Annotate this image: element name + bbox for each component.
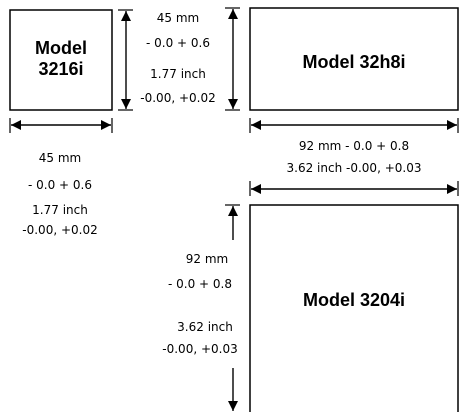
dim-32h8i-width-mm: 92 mm - 0.0 + 0.8: [298, 139, 410, 153]
model-3216i-label-line2: 3216i: [38, 59, 84, 79]
dim-3204i-height-inch: 3.62 inch: [177, 320, 233, 334]
dim-3216i-height: [118, 9, 133, 111]
dim-3216i-width-mm-tolerance: - 0.0 + 0.6: [28, 178, 92, 192]
dim-3216i-width-mm: 45 mm: [38, 151, 82, 165]
dim-3216i-height-inch: 1.77 inch: [150, 67, 206, 81]
dim-3216i-width: [9, 118, 113, 133]
dim-3216i-width-inch: 1.77 inch: [32, 203, 88, 217]
dim-3204i-height-inch-tolerance: -0.00, +0.03: [162, 342, 238, 356]
model-3216i-label: Model 3216i: [10, 38, 112, 80]
model-3204i-label: Model 3204i: [302, 290, 406, 310]
dim-3216i-height-mm-tolerance: - 0.0 + 0.6: [146, 36, 210, 50]
dim-3204i-width: [249, 181, 459, 196]
model-3204i-cutout: [249, 204, 459, 412]
dim-3204i-height: [225, 204, 240, 411]
model-32h8i-label: Model 32h8i: [302, 52, 406, 72]
model-3216i-label-line1: Model: [35, 38, 87, 58]
model-3216i-cutout: [9, 9, 113, 111]
dim-32h8i-width: [249, 118, 459, 133]
dim-3216i-height-mm: 45 mm: [156, 11, 200, 25]
dim-32h8i-height: [225, 7, 240, 111]
dim-3216i-width-inch-tolerance: -0.00, +0.02: [22, 223, 98, 237]
dim-3204i-height-mm: 92 mm: [185, 252, 229, 266]
dim-3216i-height-inch-tolerance: -0.00, +0.02: [140, 91, 216, 105]
dim-32h8i-width-inch: 3.62 inch -0.00, +0.03: [286, 161, 422, 175]
dim-3204i-height-mm-tolerance: - 0.0 + 0.8: [168, 277, 232, 291]
model-32h8i-cutout: [249, 7, 459, 111]
